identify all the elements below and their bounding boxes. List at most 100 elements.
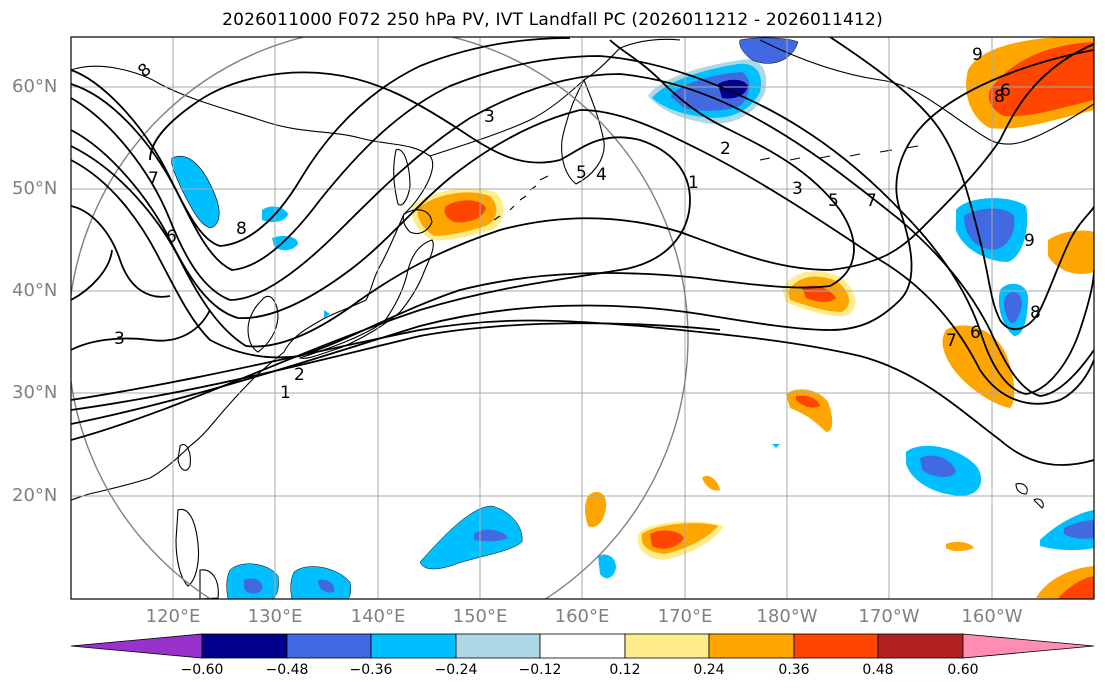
anomaly-negative: [171, 156, 220, 229]
colorbar-segment: [793, 633, 879, 659]
anomaly-negative: [718, 79, 748, 99]
lon-label: 120°E: [145, 606, 201, 627]
coastline-okhotsk: [429, 38, 681, 157]
colorbar-segment: [455, 633, 541, 659]
pv-contour-1: [71, 319, 1094, 466]
contour-label: 3: [114, 329, 125, 349]
lon-label: 140°E: [350, 606, 406, 627]
colorbar-extend-min: [70, 633, 203, 659]
pv-contour-4: [71, 109, 1094, 405]
colorbar-segment: [201, 633, 288, 659]
lat-label: 60°N: [12, 76, 58, 97]
pv-contour-2: [71, 39, 855, 359]
colorbar-segment: [624, 633, 710, 659]
contour-label: 7: [148, 169, 159, 189]
contour-label: 7: [946, 331, 957, 351]
anomaly-positive: [702, 475, 720, 491]
contour-label: 8: [994, 87, 1005, 107]
pv-contour-5: [71, 73, 1094, 397]
coastline-kurils: [493, 175, 549, 221]
map-frame: [70, 36, 1095, 600]
coastline-taiwan: [177, 444, 191, 471]
pv-contours: [71, 37, 1094, 466]
anomaly-negative: [324, 310, 330, 318]
colorbar-tick-label: 0.12: [609, 662, 641, 678]
anomaly-negative: [419, 505, 523, 570]
landfall-circle: [71, 37, 689, 599]
anomaly-negative: [1003, 291, 1022, 324]
pv-contour-3: [71, 43, 1094, 348]
contour-label: 6: [1000, 81, 1011, 101]
contour-label: 2: [720, 139, 731, 159]
lon-label: 170°E: [657, 606, 713, 627]
anomaly-negative: [318, 579, 335, 593]
anomaly-negative: [739, 37, 799, 64]
pv-contour-1: [71, 322, 721, 411]
pv-contour-10: [71, 205, 171, 298]
lat-label: 50°N: [12, 178, 58, 199]
colorbar-tick-label: −0.36: [349, 662, 393, 678]
contour-label: 7: [866, 191, 877, 211]
contour-label: 9: [1024, 231, 1035, 251]
contour-label: 5: [576, 163, 587, 183]
lon-label: 160°E: [554, 606, 610, 627]
pv-contour-6: [71, 55, 1094, 395]
colorbar-tick-label: −0.12: [518, 662, 562, 678]
lat-label: 20°N: [12, 485, 58, 506]
coastline-philippines: [175, 508, 219, 599]
anomaly-positive: [650, 530, 684, 549]
anomaly-positive: [444, 200, 486, 223]
pv-contour-8: [829, 37, 1094, 331]
pv-contour-11: [71, 249, 113, 301]
anomaly-positive: [585, 492, 607, 528]
colorbar-segment: [877, 633, 964, 659]
contour-label: 6: [166, 227, 177, 247]
lat-label: 30°N: [12, 382, 58, 403]
colorbar-segment: [286, 633, 372, 659]
anomaly-positive: [946, 541, 974, 551]
pv-contour-1: [71, 71, 691, 441]
contour-label: 2: [294, 365, 305, 385]
lon-label: 130°E: [247, 606, 303, 627]
coastline-aleutians: [759, 145, 919, 161]
colorbar-tick-label: −0.48: [265, 662, 309, 678]
coastlines: [71, 38, 1094, 599]
contour-label: 8: [1030, 303, 1041, 323]
lon-label: 160°W: [961, 606, 1023, 627]
graticule: [71, 37, 1094, 599]
pv-contour-7: [71, 37, 571, 247]
colorbar-tick-label: 0.24: [693, 662, 725, 678]
contour-label: 1: [688, 173, 699, 193]
coastline-hawaii: [1015, 483, 1044, 509]
contour-label: 4: [596, 165, 607, 185]
colorbar-segment: [370, 633, 457, 659]
contour-label: 3: [484, 107, 495, 127]
anomaly-negative: [598, 554, 616, 579]
anomaly-negative: [772, 444, 780, 448]
anomaly-positive: [796, 395, 820, 408]
contour-label: 6: [970, 323, 981, 343]
coastline-hokkaido: [402, 209, 433, 235]
colorbar-segment: [708, 633, 795, 659]
colorbar-segment: [539, 633, 626, 659]
contour-label: 1: [280, 383, 291, 403]
coastline-korea: [247, 295, 279, 353]
colorbar-tick-label: −0.60: [180, 662, 224, 678]
colorbar-tick-label: 0.36: [778, 662, 810, 678]
pv-contour-9: [71, 309, 211, 351]
contour-label: 8: [236, 219, 247, 239]
shaded-anomalies: [171, 37, 1094, 599]
colorbar-tick-label: −0.24: [434, 662, 478, 678]
anomaly-negative: [244, 578, 263, 594]
anomaly-positive: [1058, 576, 1094, 599]
contour-label: 3: [792, 179, 803, 199]
pv-contour-1: [71, 49, 1094, 425]
anomaly-negative: [1064, 520, 1094, 539]
contour-label: 9: [972, 45, 983, 65]
lon-label: 150°E: [452, 606, 508, 627]
colorbar-tick-label: 0.60: [947, 662, 979, 678]
map-title: 2026011000 F072 250 hPa PV, IVT Landfall…: [222, 10, 883, 30]
lon-label: 170°W: [858, 606, 920, 627]
lon-label: 180°W: [756, 606, 818, 627]
